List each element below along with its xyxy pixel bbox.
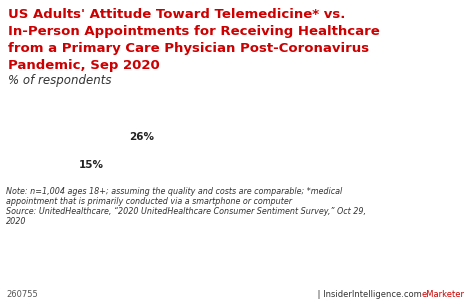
Text: 26%: 26% — [129, 132, 154, 142]
Text: | InsiderIntelligence.com: | InsiderIntelligence.com — [315, 290, 422, 299]
Text: from a Primary Care Physician Post-Coronavirus: from a Primary Care Physician Post-Coron… — [8, 42, 369, 55]
Text: In-Person Appointments for Receiving Healthcare: In-Person Appointments for Receiving Hea… — [8, 25, 380, 38]
Text: Pandemic, Sep 2020: Pandemic, Sep 2020 — [8, 59, 160, 72]
Text: % of respondents: % of respondents — [8, 74, 111, 87]
Text: Note: n=1,004 ages 18+; assuming the quality and costs are comparable; *medical: Note: n=1,004 ages 18+; assuming the qua… — [6, 187, 342, 196]
Text: No preference: No preference — [11, 160, 95, 170]
Text: US Adults' Attitude Toward Telemedicine* vs.: US Adults' Attitude Toward Telemedicine*… — [8, 8, 345, 21]
Text: 2020: 2020 — [6, 217, 26, 226]
Text: 260755: 260755 — [6, 290, 38, 299]
Text: 59%: 59% — [247, 101, 272, 111]
Text: 15%: 15% — [78, 160, 104, 170]
Text: Source: UnitedHealthcare, “2020 UnitedHealthcare Consumer Sentiment Survey,” Oct: Source: UnitedHealthcare, “2020 UnitedHe… — [6, 207, 366, 216]
Text: appointment that is primarily conducted via a smartphone or computer: appointment that is primarily conducted … — [6, 197, 292, 206]
Text: Prefer virtual appointments: Prefer virtual appointments — [11, 132, 175, 142]
Text: eMarketer: eMarketer — [421, 290, 464, 299]
Text: Prefer in-person appointments: Prefer in-person appointments — [11, 101, 193, 111]
